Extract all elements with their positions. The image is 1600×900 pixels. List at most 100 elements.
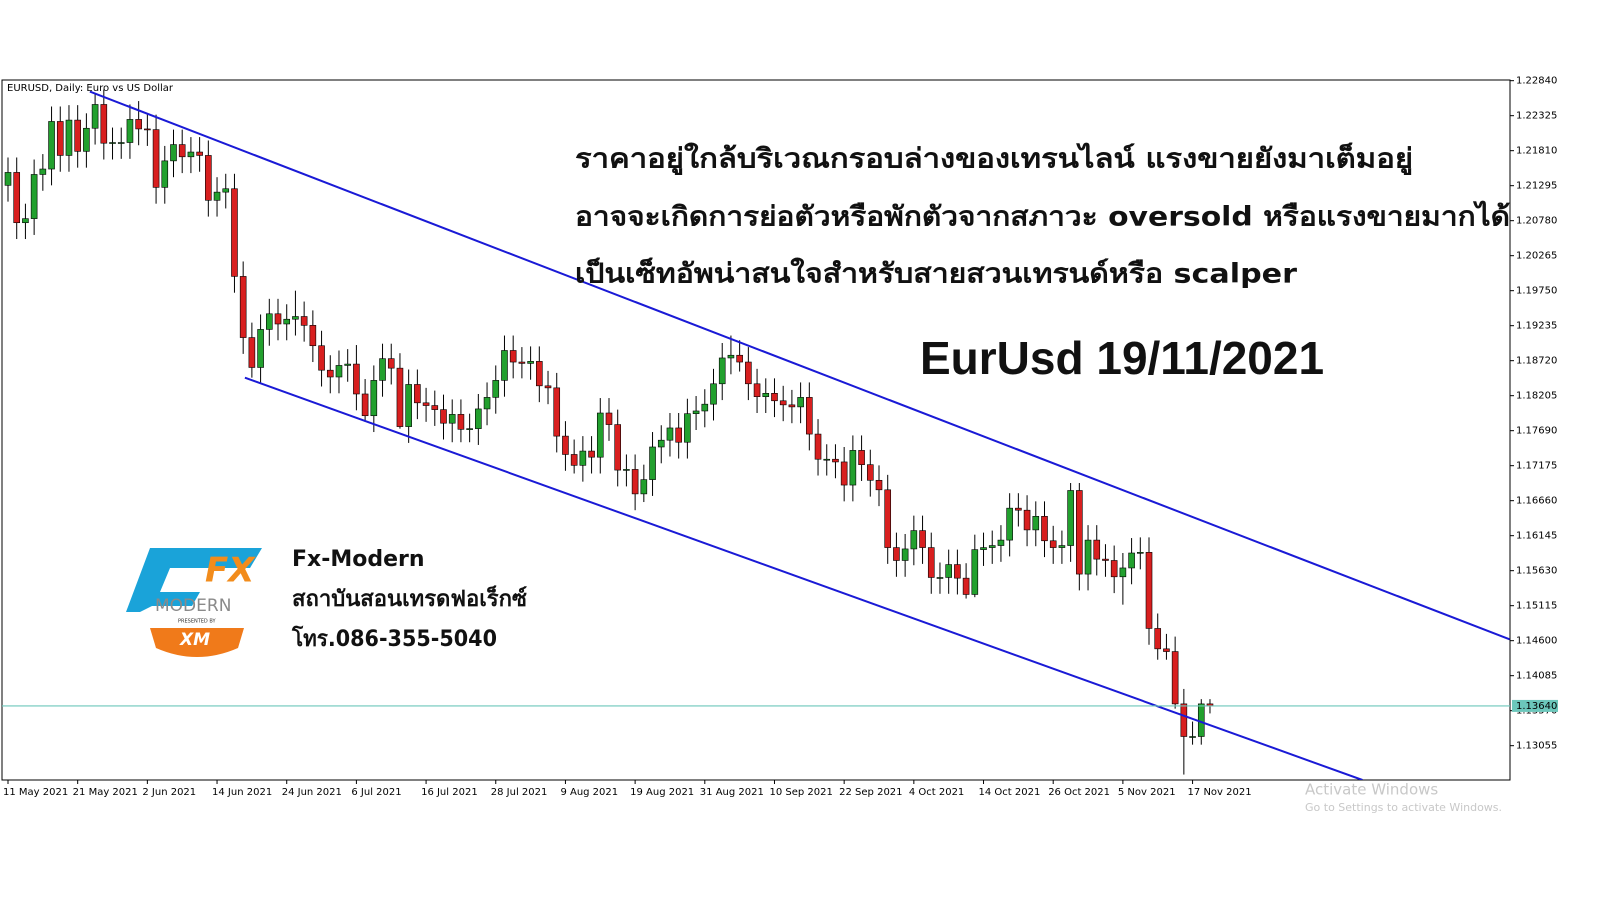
candle-body xyxy=(379,358,386,381)
candle-body xyxy=(274,313,282,325)
candle-body xyxy=(265,313,273,330)
y-tick-label: 1.19235 xyxy=(1516,321,1557,332)
x-tick-label: 28 Jul 2021 xyxy=(491,787,548,798)
candle-body xyxy=(74,119,81,152)
candle-body xyxy=(858,450,865,465)
candle-body xyxy=(588,450,595,458)
candle-body xyxy=(1093,539,1101,560)
candle-body xyxy=(509,350,517,363)
candle-body xyxy=(727,354,735,359)
candle-body xyxy=(570,454,578,466)
y-tick-label: 1.20265 xyxy=(1516,251,1557,262)
candle-body xyxy=(1006,507,1013,541)
candle-body xyxy=(152,129,160,188)
x-tick-label: 10 Sep 2021 xyxy=(769,787,832,798)
y-tick-label: 1.17175 xyxy=(1516,461,1557,472)
price-label-bg xyxy=(1512,699,1558,712)
candle-body xyxy=(762,393,770,397)
candle-body xyxy=(22,218,29,224)
candle-body xyxy=(475,408,482,429)
candle-body xyxy=(1049,540,1057,548)
candle-body xyxy=(196,151,203,156)
candle-body xyxy=(1189,736,1196,738)
candle-body xyxy=(666,427,674,441)
candle-body xyxy=(605,412,613,425)
x-tick-label: 16 Jul 2021 xyxy=(421,787,478,798)
candle-body xyxy=(222,188,230,193)
y-tick-label: 1.16660 xyxy=(1516,496,1557,507)
candle-body xyxy=(840,461,848,486)
candle-body xyxy=(100,104,108,144)
candle-body xyxy=(788,404,796,408)
y-tick-label: 1.16145 xyxy=(1516,531,1557,542)
candle-body xyxy=(257,329,264,368)
candle-body xyxy=(814,433,822,460)
candle-body xyxy=(823,458,831,461)
candle-body xyxy=(527,361,534,364)
candle-body xyxy=(997,539,1005,546)
candle-body xyxy=(335,365,343,378)
candle-body xyxy=(1180,703,1188,737)
candle-body xyxy=(1154,628,1162,650)
candle-body xyxy=(1171,651,1179,705)
annotation: ราคาอยู่ใกล้บริเวณกรอบล่างของเทรนไลน์ แร… xyxy=(575,141,1413,176)
candle-body xyxy=(980,547,987,550)
candle-body xyxy=(806,397,813,435)
candle-body xyxy=(422,402,430,406)
candle-body xyxy=(553,387,561,437)
candle-body xyxy=(205,155,212,201)
candle-body xyxy=(1084,539,1092,575)
partner-badge xyxy=(150,628,244,657)
candle-body xyxy=(248,337,256,368)
candle-body xyxy=(361,393,369,417)
y-tick-label: 1.15630 xyxy=(1516,566,1557,577)
candle-body xyxy=(771,393,778,402)
candle-body xyxy=(300,316,308,326)
x-tick-label: 14 Oct 2021 xyxy=(979,787,1041,798)
logo-partner: XM xyxy=(179,630,210,650)
plot-area xyxy=(2,89,1510,780)
logo: FX MODERN PRESENTED BY XM xyxy=(126,548,262,657)
candle-body xyxy=(614,424,622,471)
x-tick-label: 5 Nov 2021 xyxy=(1118,787,1176,798)
candle-body xyxy=(1137,552,1144,554)
candle-body xyxy=(231,188,238,277)
x-tick-label: 6 Jul 2021 xyxy=(351,787,401,798)
x-tick-label: 26 Oct 2021 xyxy=(1048,787,1110,798)
candle-body xyxy=(623,469,630,471)
candle-body xyxy=(971,549,979,595)
y-tick-label: 1.17690 xyxy=(1516,426,1557,437)
candle-body xyxy=(414,384,421,404)
candle-body xyxy=(518,361,526,364)
candle-body xyxy=(30,174,38,219)
x-tick-label: 9 Aug 2021 xyxy=(560,787,618,798)
candle-body xyxy=(919,530,926,548)
candle-body xyxy=(675,427,682,443)
logo-mark: FX xyxy=(205,551,256,591)
candle-body xyxy=(1128,552,1135,569)
candle-body xyxy=(1110,560,1118,578)
plot-frame xyxy=(1,79,1511,781)
candle-body xyxy=(161,160,169,188)
candle-body xyxy=(954,564,961,579)
candle-body xyxy=(187,151,195,158)
candle-body xyxy=(745,361,752,385)
candle-body xyxy=(109,142,116,144)
x-tick-label: 19 Aug 2021 xyxy=(630,787,694,798)
x-tick-label: 31 Aug 2021 xyxy=(700,787,764,798)
brand-tagline: สถาบันสอนเทรดฟอเร็กซ์ xyxy=(292,584,527,612)
candle-body xyxy=(901,548,909,561)
candle-body xyxy=(849,450,857,486)
y-tick-label: 1.21810 xyxy=(1516,146,1557,157)
candle-body xyxy=(596,412,604,458)
candle-body xyxy=(797,397,804,408)
candle-body xyxy=(945,564,952,578)
candle-body xyxy=(431,405,439,410)
candle-body xyxy=(893,547,900,561)
candle-body xyxy=(884,489,892,548)
candle-body xyxy=(701,403,709,412)
candle-body xyxy=(866,464,874,481)
y-tick-label: 1.14600 xyxy=(1516,636,1557,647)
